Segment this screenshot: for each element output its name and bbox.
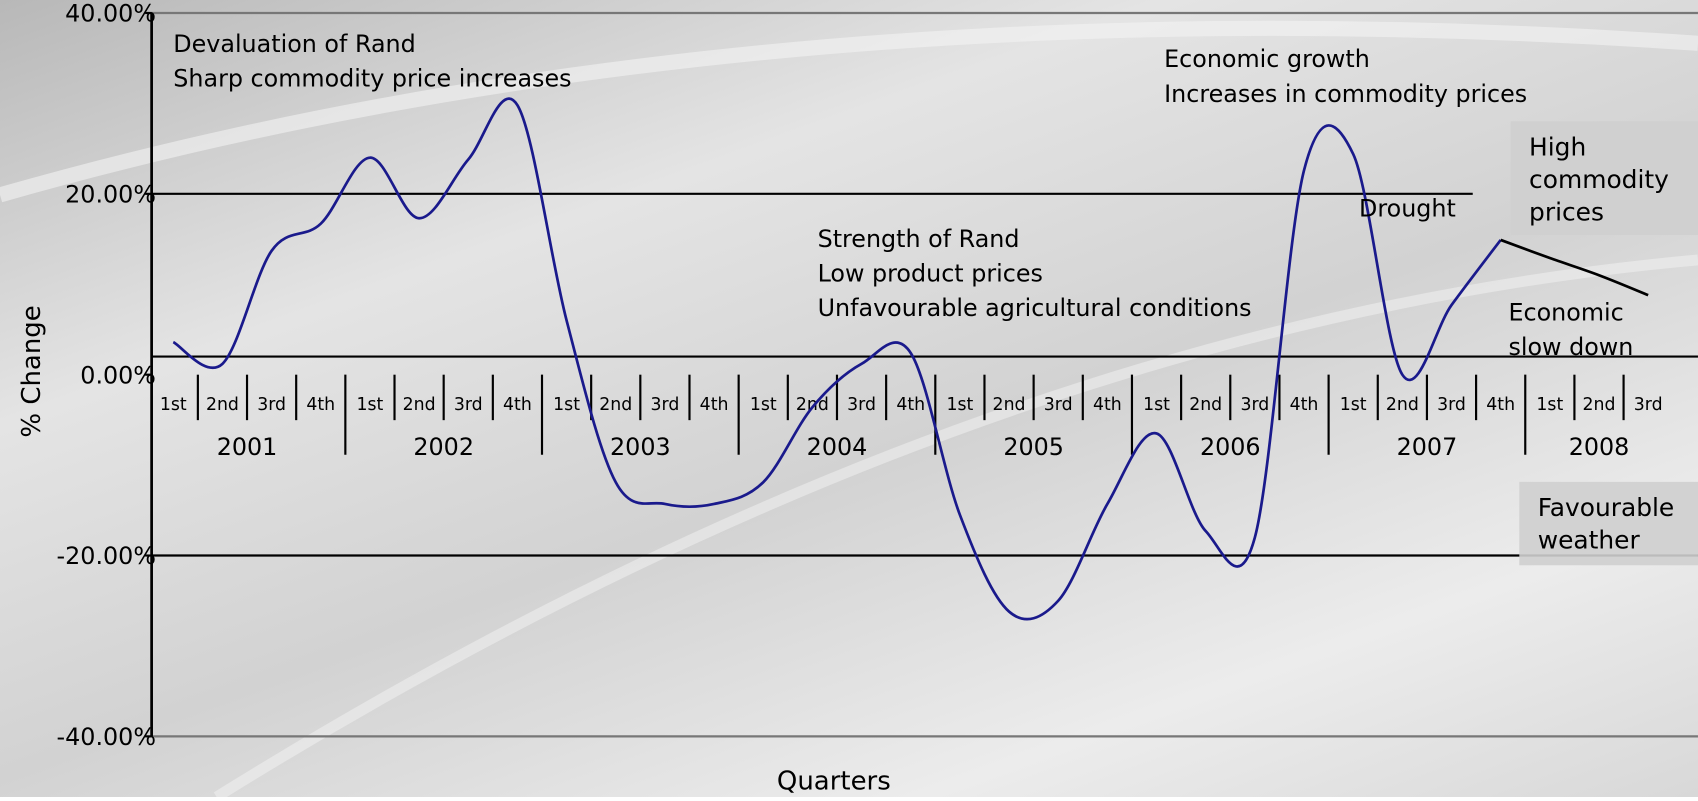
x-tick-label: 3rd <box>257 395 286 415</box>
annotation: Economic growth <box>1164 45 1370 73</box>
box-label: High <box>1529 132 1586 161</box>
y-axis-label: % Change <box>17 305 47 437</box>
year-label: 2001 <box>217 433 278 461</box>
y-tick-label: -20.00% <box>57 542 156 570</box>
box-label: prices <box>1529 197 1604 226</box>
data-line <box>1500 238 1649 297</box>
background-streak <box>213 254 1698 801</box>
annotation: Increases in commodity prices <box>1164 80 1527 108</box>
y-tick-label: -40.00% <box>57 723 156 751</box>
x-axis-label: Quarters <box>777 766 891 796</box>
x-tick-label: 2nd <box>993 395 1026 415</box>
x-tick-label: 1st <box>357 395 384 415</box>
x-tick-label: 2nd <box>796 395 829 415</box>
annotation: Strength of Rand <box>818 225 1020 253</box>
year-label: 2006 <box>1200 433 1261 461</box>
x-tick-label: 4th <box>1290 395 1319 415</box>
x-tick-label: 2nd <box>206 395 239 415</box>
x-tick-label: 3rd <box>1240 395 1269 415</box>
x-tick-label: 3rd <box>1437 395 1466 415</box>
x-tick-label: 2nd <box>1583 395 1616 415</box>
annotation: Devaluation of Rand <box>173 30 416 58</box>
year-label: 2008 <box>1569 433 1630 461</box>
x-tick-label: 1st <box>946 395 973 415</box>
annotation: Drought <box>1359 195 1456 223</box>
x-tick-label: 3rd <box>454 395 483 415</box>
x-tick-label: 1st <box>1536 395 1563 415</box>
x-tick-label: 3rd <box>847 395 876 415</box>
y-tick-label: 0.00% <box>80 361 156 389</box>
year-label: 2007 <box>1397 433 1458 461</box>
year-label: 2005 <box>1003 433 1064 461</box>
box-label: weather <box>1538 525 1641 554</box>
x-tick-label: 2nd <box>1189 395 1222 415</box>
y-tick-label: 20.00% <box>65 181 156 209</box>
annotation-box <box>1510 121 1698 235</box>
x-tick-label: 1st <box>1340 395 1367 415</box>
annotation-box <box>1519 481 1698 566</box>
background-streak <box>0 20 1698 203</box>
annotation: Sharp commodity price increases <box>173 65 571 93</box>
box-label: commodity <box>1529 165 1669 194</box>
x-tick-label: 4th <box>1093 395 1122 415</box>
x-tick-label: 2nd <box>1386 395 1419 415</box>
x-tick-label: 1st <box>160 395 187 415</box>
x-tick-label: 3rd <box>650 395 679 415</box>
x-tick-label: 3rd <box>1634 395 1663 415</box>
x-tick-label: 1st <box>750 395 777 415</box>
annotation: Low product prices <box>818 260 1043 288</box>
box-label: Favourable <box>1538 493 1675 522</box>
annotation: slow down <box>1508 333 1633 361</box>
year-label: 2002 <box>413 433 474 461</box>
x-tick-label: 4th <box>1486 395 1515 415</box>
annotation: Economic <box>1508 299 1623 327</box>
x-tick-label: 4th <box>700 395 729 415</box>
x-tick-label: 2nd <box>403 395 436 415</box>
x-tick-label: 4th <box>503 395 532 415</box>
year-label: 2004 <box>807 433 868 461</box>
x-tick-label: 2nd <box>599 395 632 415</box>
year-label: 2003 <box>610 433 671 461</box>
x-tick-label: 4th <box>306 395 335 415</box>
y-tick-label: 40.00% <box>65 0 156 28</box>
data-line <box>172 97 1502 621</box>
x-tick-label: 1st <box>553 395 580 415</box>
x-tick-label: 1st <box>1143 395 1170 415</box>
x-tick-label: 3rd <box>1044 395 1073 415</box>
x-tick-label: 4th <box>896 395 925 415</box>
annotation: Unfavourable agricultural conditions <box>818 294 1252 322</box>
